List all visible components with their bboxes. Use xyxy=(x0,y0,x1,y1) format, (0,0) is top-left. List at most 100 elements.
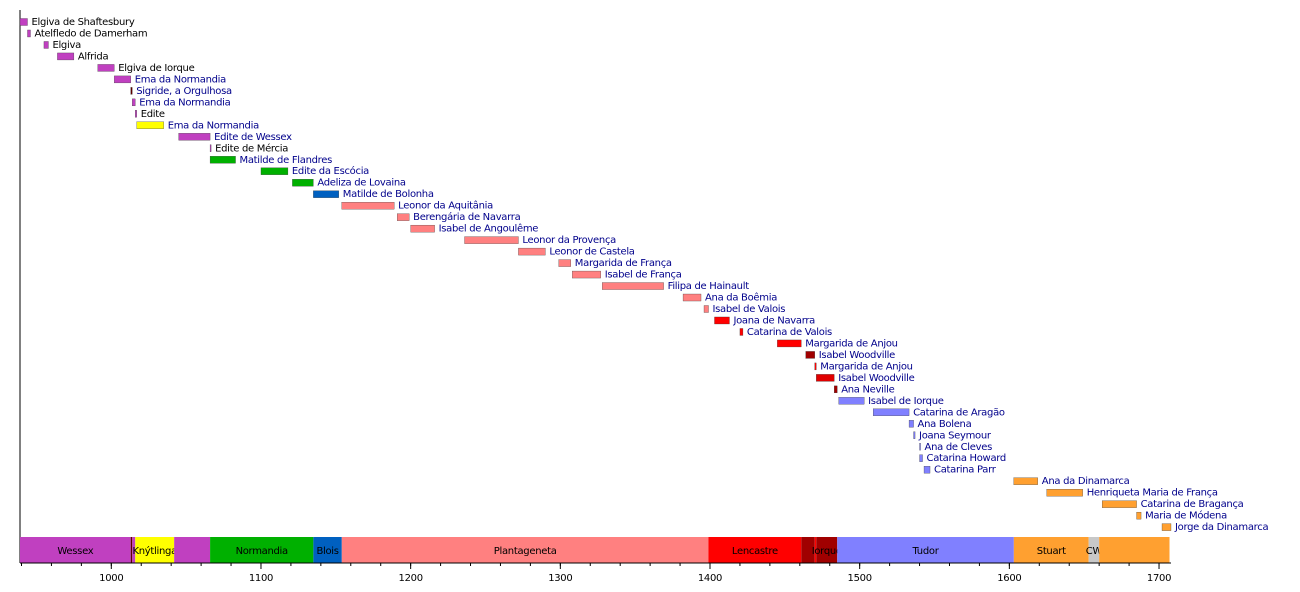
reign-label: Ema da Normandia xyxy=(135,74,226,85)
reign-bar xyxy=(464,236,519,244)
reign-label: Leonor da Aquitânia xyxy=(398,200,493,212)
reign-bar xyxy=(908,420,914,428)
reign-label: Leonor da Provença xyxy=(522,235,616,246)
reign-bar xyxy=(178,133,211,141)
reign-bar xyxy=(805,351,815,359)
period-bar xyxy=(341,537,709,563)
reign-label: Isabel Woodville xyxy=(819,350,895,361)
reign-label: Catarina de Aragão xyxy=(913,407,1005,418)
reign-label: Joana de Navarra xyxy=(732,315,815,326)
period-label: Blois xyxy=(316,546,338,557)
period-label: Plantageneta xyxy=(494,546,557,557)
period-label: Tudor xyxy=(912,546,940,557)
reign-label: Joana Seymour xyxy=(918,430,992,441)
reign-bar xyxy=(558,259,571,267)
reign-label: Catarina Howard xyxy=(927,453,1006,464)
period-label: Stuart xyxy=(1037,546,1066,557)
reign-label: Ana da Dinamarca xyxy=(1042,476,1130,487)
reign-label: Alfrida xyxy=(78,51,109,62)
reign-bar xyxy=(130,87,133,95)
reign-bar xyxy=(1013,477,1038,485)
reign-label: Ema da Normandia xyxy=(139,97,230,108)
reign-label: Isabel de França xyxy=(605,270,682,281)
x-tick-label: 1600 xyxy=(997,573,1021,584)
reign-bar xyxy=(602,282,664,290)
reign-bar xyxy=(135,110,137,118)
reign-bar xyxy=(872,408,910,416)
period-bar xyxy=(837,537,1014,563)
reign-label: Atelfledo de Damerham xyxy=(34,28,147,39)
period-bar xyxy=(210,537,314,563)
reign-label: Ana Neville xyxy=(841,384,894,395)
reign-bar xyxy=(57,52,75,61)
reign-bar xyxy=(136,121,164,129)
reign-bar xyxy=(919,443,921,451)
reign-label: Isabel de Valois xyxy=(713,304,786,315)
reign-bar xyxy=(777,339,802,348)
period-bar xyxy=(1088,537,1100,563)
reign-label: Berengária de Navarra xyxy=(413,211,520,223)
reign-bar xyxy=(397,213,410,221)
reign-label: Margarida de França xyxy=(575,258,672,269)
reign-bar xyxy=(341,202,395,210)
x-tick-label: 1000 xyxy=(99,573,123,584)
reign-bar xyxy=(518,247,546,256)
x-tick-label: 1400 xyxy=(698,573,722,584)
reign-label: Ema da Normandia xyxy=(168,120,259,131)
reign-bar xyxy=(834,385,838,394)
reign-bar xyxy=(703,305,709,313)
reign-bar xyxy=(260,167,289,175)
period-bar xyxy=(814,537,817,563)
period-bar xyxy=(130,537,133,563)
reign-bar xyxy=(1161,523,1172,531)
period-label: Wessex xyxy=(57,546,93,557)
reign-bar xyxy=(682,293,702,302)
reign-bar xyxy=(572,270,601,279)
reign-bar xyxy=(814,362,817,371)
reign-label: Filipa de Hainault xyxy=(668,281,750,292)
reign-label: Elgiva de Iorque xyxy=(118,63,194,74)
reign-label: Edite de Mércia xyxy=(215,142,288,154)
reign-bar xyxy=(209,156,236,164)
reign-bar xyxy=(97,64,115,72)
period-bar xyxy=(1099,537,1170,563)
reign-bar xyxy=(114,75,131,84)
period-bar xyxy=(135,537,175,563)
period-bar xyxy=(816,537,838,563)
reign-label: Catarina Parr xyxy=(934,465,997,476)
x-tick-label: 1100 xyxy=(249,573,273,584)
reign-bar xyxy=(1046,489,1083,497)
reign-bar xyxy=(923,466,931,474)
period-bar xyxy=(1013,537,1089,563)
reign-label: Isabel Woodville xyxy=(838,373,914,384)
reign-label: Isabel de Angoulême xyxy=(439,223,539,235)
reign-label: Henriqueta Maria de França xyxy=(1087,488,1218,499)
reign-label: Margarida de Anjou xyxy=(820,361,912,372)
reign-label: Matilde de Flandres xyxy=(240,155,333,166)
reign-bar xyxy=(209,144,212,152)
reign-bar xyxy=(43,41,49,49)
reign-bar xyxy=(919,454,923,462)
x-tick-label: 1700 xyxy=(1147,573,1171,584)
reign-bar xyxy=(132,98,136,107)
reign-bar xyxy=(714,316,730,325)
period-label: Knýtlinga xyxy=(133,545,178,557)
period-label: CW xyxy=(1086,546,1103,557)
reign-bar xyxy=(19,18,28,26)
period-bar xyxy=(174,537,211,563)
x-tick-label: 1200 xyxy=(399,573,423,584)
x-tick-label: 1500 xyxy=(848,573,872,584)
x-tick-label: 1300 xyxy=(548,573,572,584)
period-label: Lencastre xyxy=(732,546,778,557)
reign-label: Edite xyxy=(141,109,165,120)
period-bar xyxy=(708,537,802,563)
reign-bar xyxy=(27,29,31,38)
period-bar xyxy=(801,537,815,563)
period-label: Normandia xyxy=(236,546,288,557)
reign-label: Elgiva xyxy=(52,40,81,51)
reign-label: Elgiva de Shaftesbury xyxy=(31,17,134,28)
reign-label: Ana de Cleves xyxy=(925,442,993,453)
reign-label: Margarida de Anjou xyxy=(805,338,897,349)
reign-label: Sigride, a Orgulhosa xyxy=(136,86,232,97)
